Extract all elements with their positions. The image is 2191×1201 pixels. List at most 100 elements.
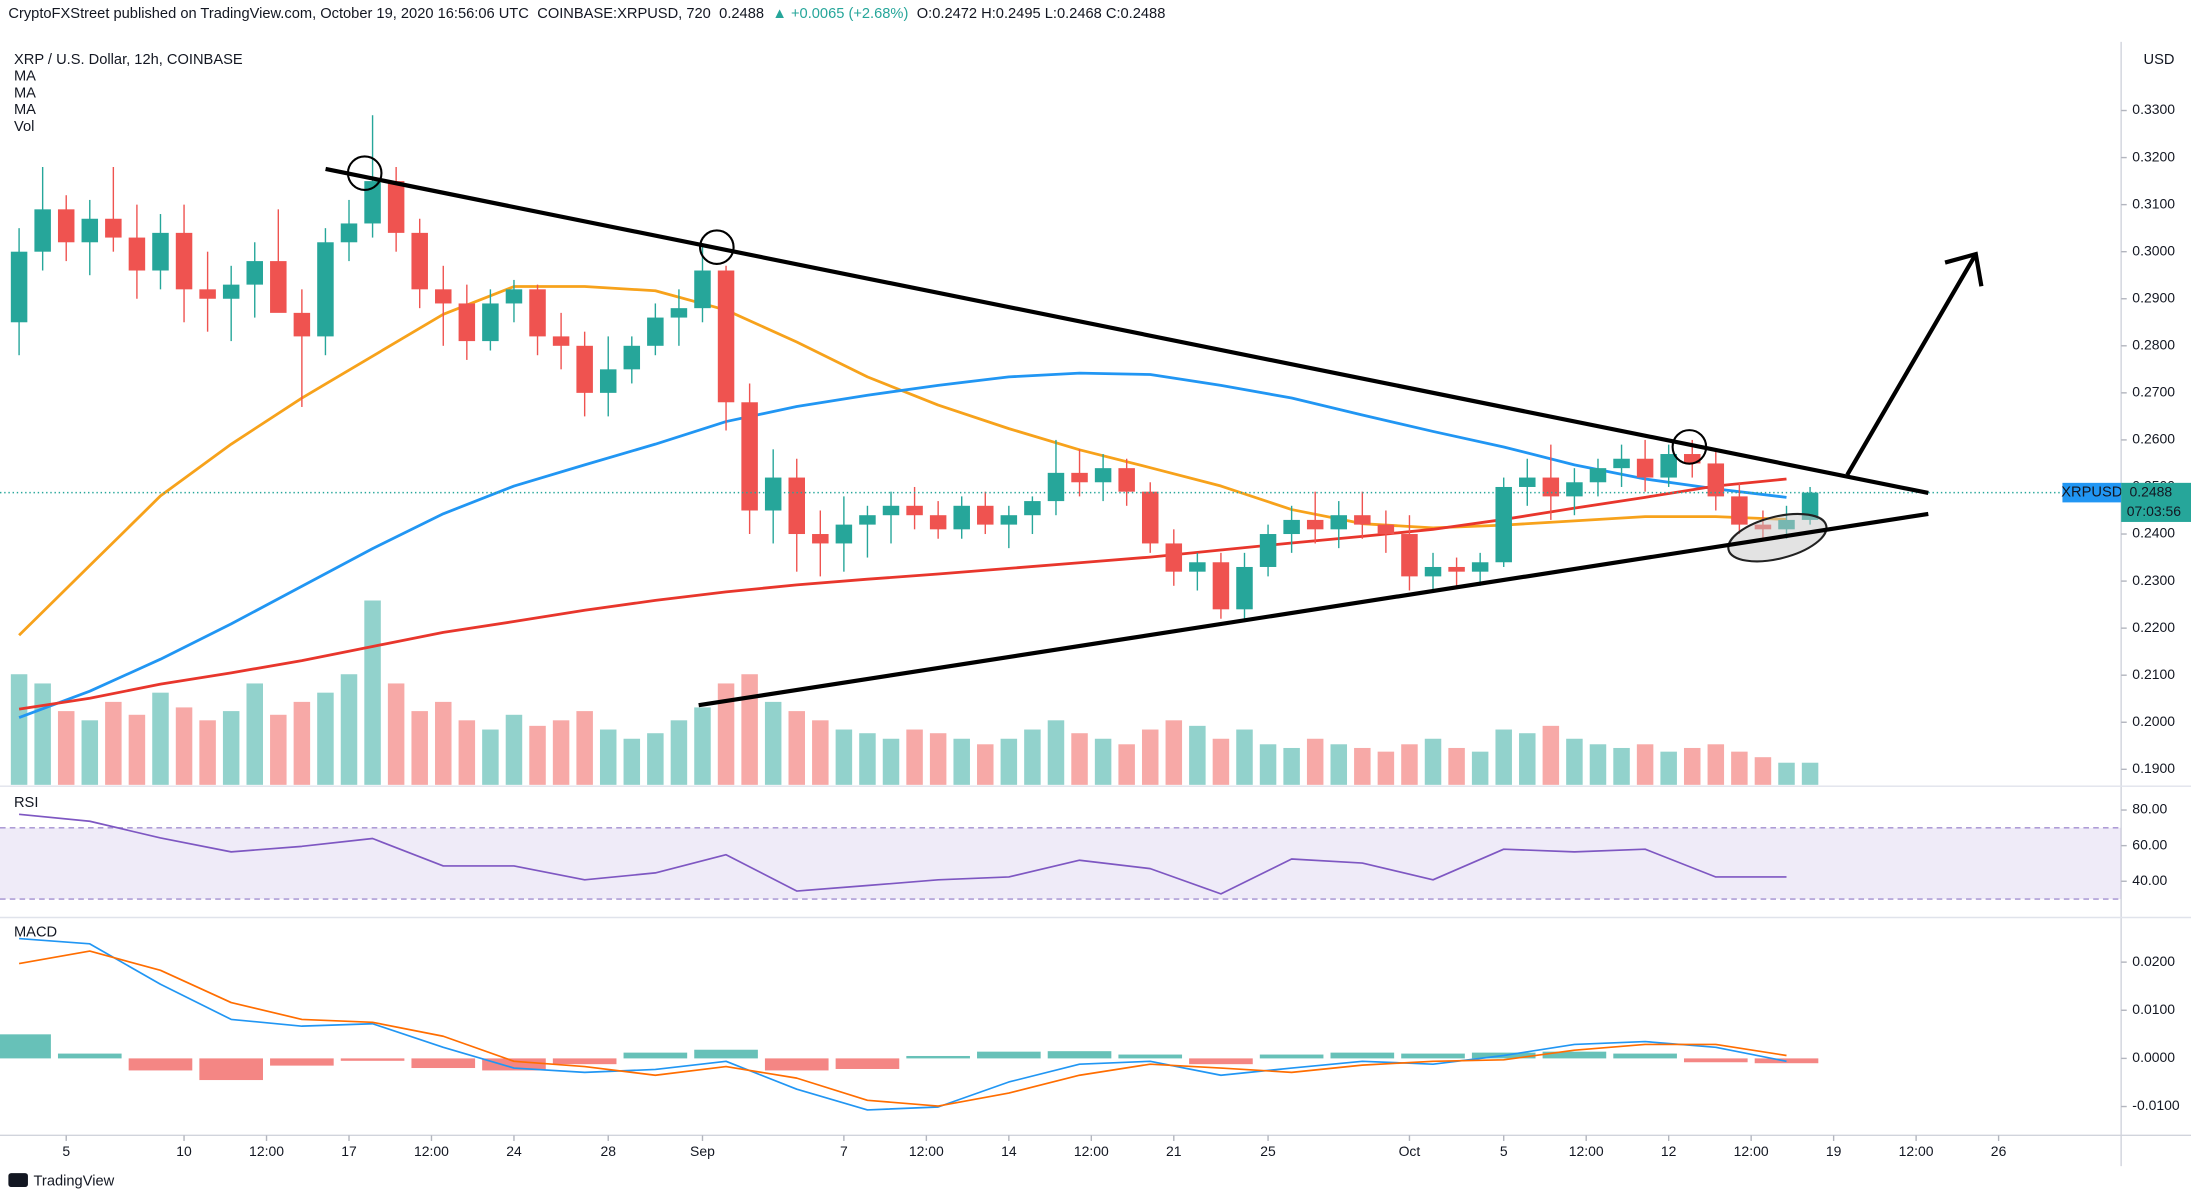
volume-bar <box>599 729 617 785</box>
volume-bar <box>387 683 405 785</box>
histogram-bar <box>1118 1054 1183 1059</box>
candle-body <box>788 477 805 535</box>
candle-body <box>1118 468 1135 492</box>
histogram-bar <box>906 1055 970 1059</box>
x-tick-label: 10 <box>176 1143 192 1159</box>
volume-bar <box>1212 738 1230 785</box>
volume-bar <box>1660 751 1677 785</box>
candle-body <box>812 534 829 544</box>
volume-bar <box>835 729 853 785</box>
candle-body <box>1707 463 1725 497</box>
candle-body <box>1683 454 1701 464</box>
histogram-bar <box>764 1058 829 1071</box>
volume-bar <box>1024 729 1041 785</box>
histogram-bar <box>1330 1052 1395 1059</box>
candle-body <box>835 524 853 544</box>
candle-body <box>458 303 476 342</box>
x-tick-label: 12:00 <box>909 1143 944 1159</box>
candle-body <box>128 237 146 271</box>
volume-bar <box>906 729 923 785</box>
volume-bar <box>694 707 711 785</box>
volume-bar <box>552 720 570 785</box>
candle-body <box>1189 562 1206 572</box>
volume-bar <box>1000 738 1018 785</box>
x-tick-label: 12:00 <box>1569 1143 1604 1159</box>
indicator-line <box>18 371 1787 719</box>
volume-bar <box>1094 738 1112 785</box>
candle-body <box>1542 477 1560 497</box>
price-tag <box>2121 482 2191 522</box>
x-tick-label: 12:00 <box>1734 1143 1769 1159</box>
x-tick-label: 12:00 <box>414 1143 449 1159</box>
candle-body <box>1165 543 1183 572</box>
candle-body <box>529 289 546 337</box>
volume-bar <box>482 729 499 785</box>
x-tick-label: Oct <box>1399 1143 1421 1159</box>
legend-entry: MA <box>14 102 36 118</box>
volume-bar <box>529 725 546 785</box>
candle-body <box>340 223 358 243</box>
candle-body <box>387 181 405 233</box>
y-tick-label: 0.2800 <box>2132 336 2175 352</box>
lower-trendline <box>698 511 1929 708</box>
candle-body <box>1259 534 1277 567</box>
candle-body <box>105 218 122 238</box>
y-tick-label: -0.0100 <box>2132 1097 2180 1113</box>
x-tick-label: 28 <box>600 1143 616 1159</box>
indicator-line <box>19 813 1787 895</box>
y-tick-label: 0.2700 <box>2132 384 2175 400</box>
x-tick-label: 21 <box>1166 1143 1182 1159</box>
price-label: 0.2488 <box>2130 483 2173 499</box>
volume-bar <box>859 733 876 785</box>
pane-title: RSI <box>14 795 38 811</box>
x-tick-label: 19 <box>1826 1143 1842 1159</box>
volume-bar <box>340 674 358 785</box>
volume-bar <box>1495 729 1512 785</box>
candle-body <box>1660 454 1677 478</box>
volume-bar <box>1519 733 1536 785</box>
volume-bar <box>81 720 99 785</box>
volume-bar <box>1259 744 1277 785</box>
circle-marker <box>346 155 383 191</box>
candle-body <box>34 209 51 252</box>
volume-bar <box>317 692 334 785</box>
volume-bar <box>128 714 146 785</box>
circle-marker <box>699 229 735 265</box>
candle-body <box>1212 562 1230 610</box>
volume-bar <box>1118 744 1135 785</box>
histogram-bar <box>977 1051 1041 1059</box>
x-tick-label: 12:00 <box>1074 1143 1109 1159</box>
candle-body <box>623 345 641 370</box>
publisher: CryptoFXStreet published on TradingView.… <box>8 6 529 22</box>
y-tick-label: 0.2400 <box>2132 525 2175 541</box>
candle-body <box>1141 491 1159 544</box>
symbol-tag <box>2062 482 2122 503</box>
candle-body <box>670 308 688 318</box>
candle-body <box>10 251 28 323</box>
y-tick-label: 0.0100 <box>2132 1001 2175 1017</box>
histogram-bar <box>623 1052 688 1059</box>
x-tick-label: 12:00 <box>249 1143 284 1159</box>
candle-body <box>199 289 216 299</box>
y-tick-label: 0.1900 <box>2132 760 2175 776</box>
volume-bar <box>1707 744 1725 785</box>
volume-bar <box>1754 757 1772 785</box>
volume-bar <box>1401 744 1418 785</box>
volume-bar <box>1377 751 1395 785</box>
brand: TradingView <box>8 1173 115 1189</box>
candle-body <box>1801 492 1819 520</box>
volume-bar <box>458 720 476 785</box>
volume-bar <box>1141 729 1159 785</box>
candle-body <box>1071 472 1088 483</box>
y-tick-label: 0.3300 <box>2132 101 2175 117</box>
volume-bar <box>1354 747 1371 785</box>
candle-body <box>764 477 782 511</box>
indicator-line <box>18 477 1787 711</box>
candle-body <box>1424 566 1442 577</box>
candle-body <box>1306 519 1324 530</box>
pane-title: MACD <box>14 925 57 941</box>
candle-body <box>1589 468 1607 483</box>
volume-bar <box>1471 751 1489 785</box>
volume-bar <box>175 707 193 785</box>
